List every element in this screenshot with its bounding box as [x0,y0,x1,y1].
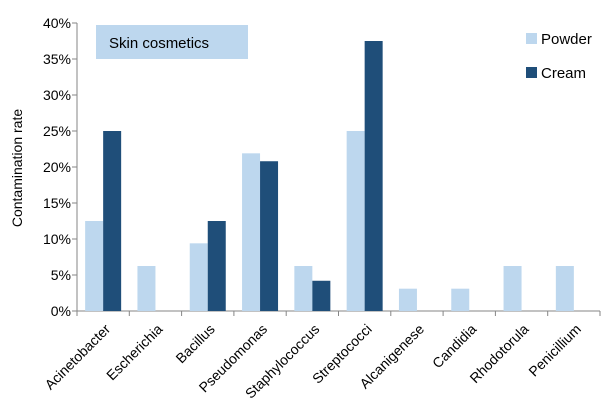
bar-powder-penicillium [555,266,574,311]
title-box-background [96,25,248,59]
bar-powder-alcanigenese [398,288,417,311]
bar-powder-escherichia [137,266,156,311]
bar-cream-streptococci [364,41,383,311]
y-tick-label: 35% [43,51,71,67]
x-tick-label: Bacillus [172,321,217,366]
legend-item-powder: Powder [526,31,592,48]
bar-cream-pseudomonas [260,161,279,311]
chart-title: Skin cosmetics [109,35,209,52]
y-tick-label: 25% [43,123,71,139]
bar-powder-candidia [451,288,470,311]
y-axis-label: Contamination rate [9,109,25,228]
y-tick-label: 40% [43,15,71,31]
legend-item-cream: Cream [526,65,586,82]
x-tick-label: Penicillium [525,321,584,380]
x-tick-label: Acinetobacter [41,321,113,393]
y-ticks: 0% 5% 10% 15% 20% 25% 30% 35% 40% [43,15,77,319]
legend: Powder Cream [526,31,592,82]
bar-powder-bacillus [189,243,208,311]
legend-label-powder: Powder [541,31,592,48]
x-tick-label: Candidia [429,321,480,372]
legend-swatch-powder [526,33,537,44]
bar-powder-pseudomonas [242,153,261,311]
bar-cream-staphylococcus [312,280,331,311]
bar-powder-streptococci [346,131,365,311]
bar-cream-bacillus [207,221,226,311]
y-tick-label: 5% [51,267,71,283]
legend-swatch-cream [526,67,537,78]
bar-powder-acinetobacter [85,221,104,311]
y-tick-label: 15% [43,195,71,211]
bar-powder-rhodotorula [503,266,522,311]
bar-powder-staphylococcus [294,266,313,311]
y-tick-label: 0% [51,303,71,319]
plot-area: 0% 5% 10% 15% 20% 25% 30% 35% 40% AcinetobacterE… [41,15,601,402]
bar-cream-acinetobacter [103,131,122,311]
y-tick-label: 10% [43,231,71,247]
y-tick-label: 30% [43,87,71,103]
bars [76,41,601,316]
legend-label-cream: Cream [541,65,586,82]
chart-title-box: Skin cosmetics [96,25,248,59]
x-tick-label: Escherichia [103,321,166,384]
y-tick-label: 20% [43,159,71,175]
